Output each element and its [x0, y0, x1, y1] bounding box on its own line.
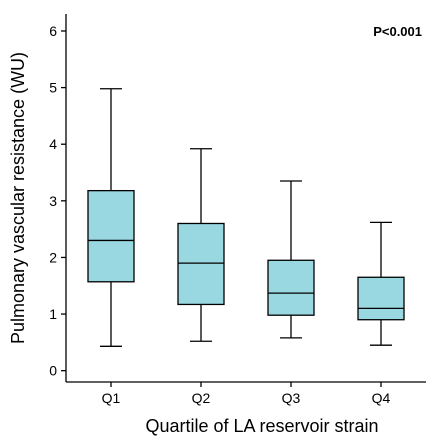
x-tick-label: Q1 [102, 390, 121, 406]
y-tick-label: 6 [49, 23, 57, 39]
x-tick-label: Q2 [192, 390, 211, 406]
boxes [87, 88, 405, 347]
iqr-box [177, 222, 225, 306]
y-tick-label: 2 [49, 249, 57, 265]
y-tick-label: 0 [49, 363, 57, 379]
box-q1 [87, 88, 135, 347]
box-q2 [177, 148, 225, 342]
box-q4 [357, 221, 405, 346]
y-tick-label: 1 [49, 306, 57, 322]
iqr-box [267, 259, 315, 316]
y-tick-label: 5 [49, 80, 57, 96]
box-q3 [267, 180, 315, 339]
x-axis-label: Quartile of LA reservoir strain [145, 416, 378, 436]
iqr-box [87, 189, 135, 283]
y-tick-label: 3 [49, 193, 57, 209]
y-tick-label: 4 [49, 136, 57, 152]
x-tick-label: Q4 [372, 390, 391, 406]
iqr-box [357, 276, 405, 321]
y-axis-label: Pulmonary vascular resistance (WU) [8, 52, 28, 344]
x-tick-label: Q3 [282, 390, 301, 406]
axes: 0 1 2 3 4 5 6 Q1 Q2 Q3 Q4 [49, 14, 426, 406]
p-value-annotation: P<0.001 [373, 24, 422, 39]
